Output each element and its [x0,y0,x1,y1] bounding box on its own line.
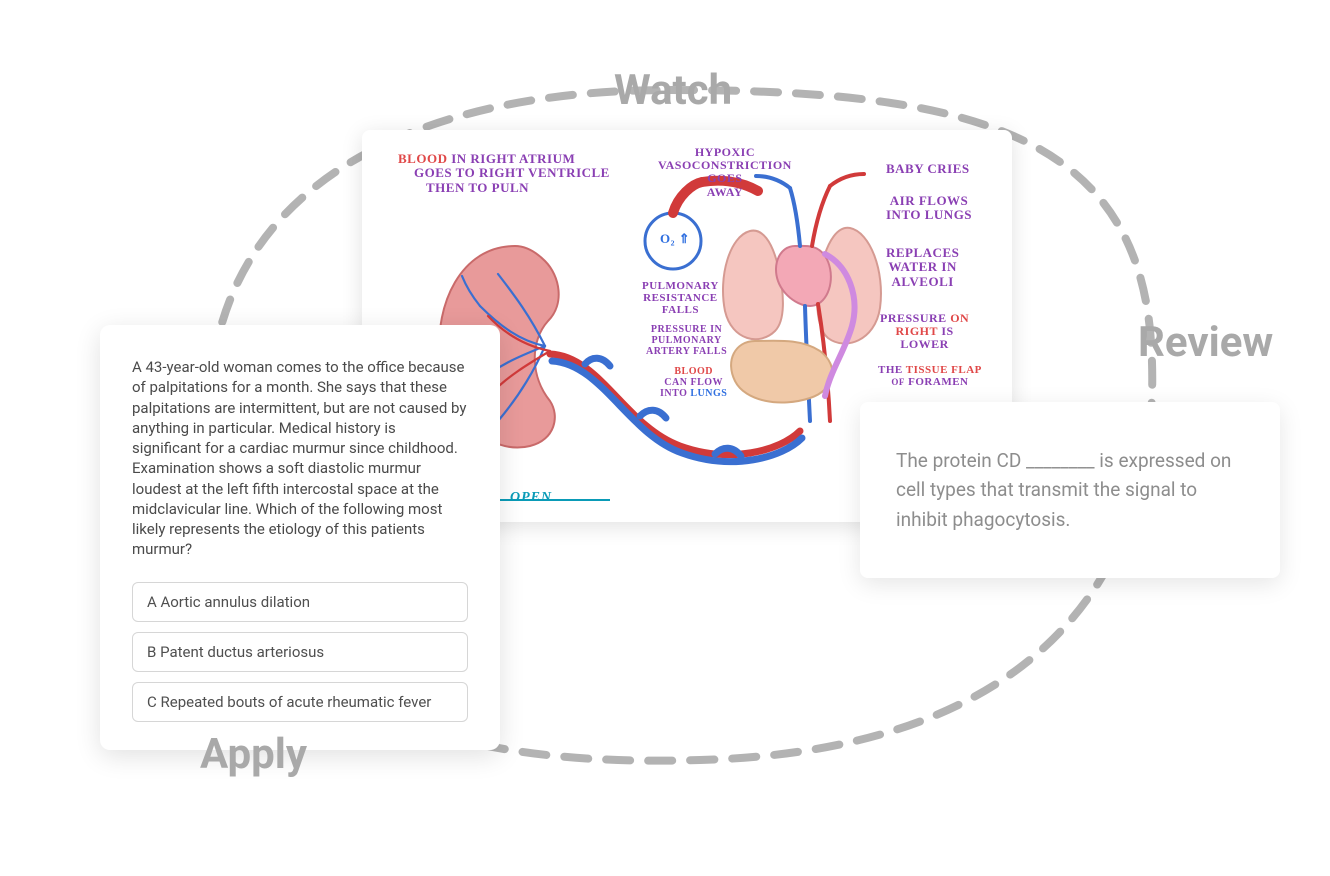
annot-r3: REPLACESWATER INALVEOLI [886,246,959,289]
annot-left-top: BLOOD IN RIGHT ATRIUM GOES TO RIGHT VENT… [398,152,610,195]
annot-mid1: PULMONARY RESISTANCE FALLS [642,280,719,316]
option-a[interactable]: A Aortic annulus dilation [132,582,468,622]
option-b[interactable]: B Patent ductus arteriosus [132,632,468,672]
watch-footer: OPEN [510,490,552,506]
option-c[interactable]: C Repeated bouts of acute rheumatic feve… [132,682,468,722]
label-apply: Apply [200,730,307,779]
annot-r4: PRESSURE ON RIGHT IS LOWER [880,312,969,352]
review-text: The protein CD ________ is expressed on … [896,446,1244,534]
apply-card: A 43-year-old woman comes to the office … [100,325,500,750]
annot-mid2: PRESSURE IN PULMONARY ARTERY FALLS [646,324,727,357]
question-text: A 43-year-old woman comes to the office … [132,357,468,560]
annot-r1: BABY CRIES [886,162,970,176]
label-review: Review [1138,318,1273,367]
annot-r5: THE TISSUE FLAP OF FORAMEN [878,364,982,388]
label-watch: Watch [614,66,732,115]
annot-mid3: BLOOD CAN FLOW INTO LUNGS [660,366,727,399]
annot-center-top: HYPOXIC VASOCONSTRICTION GOES AWAY [658,146,792,199]
review-card[interactable]: The protein CD ________ is expressed on … [860,402,1280,578]
annot-r2: AIR FLOWSINTO LUNGS [886,194,972,223]
annot-o2: O₂ ⇑ [660,232,690,246]
